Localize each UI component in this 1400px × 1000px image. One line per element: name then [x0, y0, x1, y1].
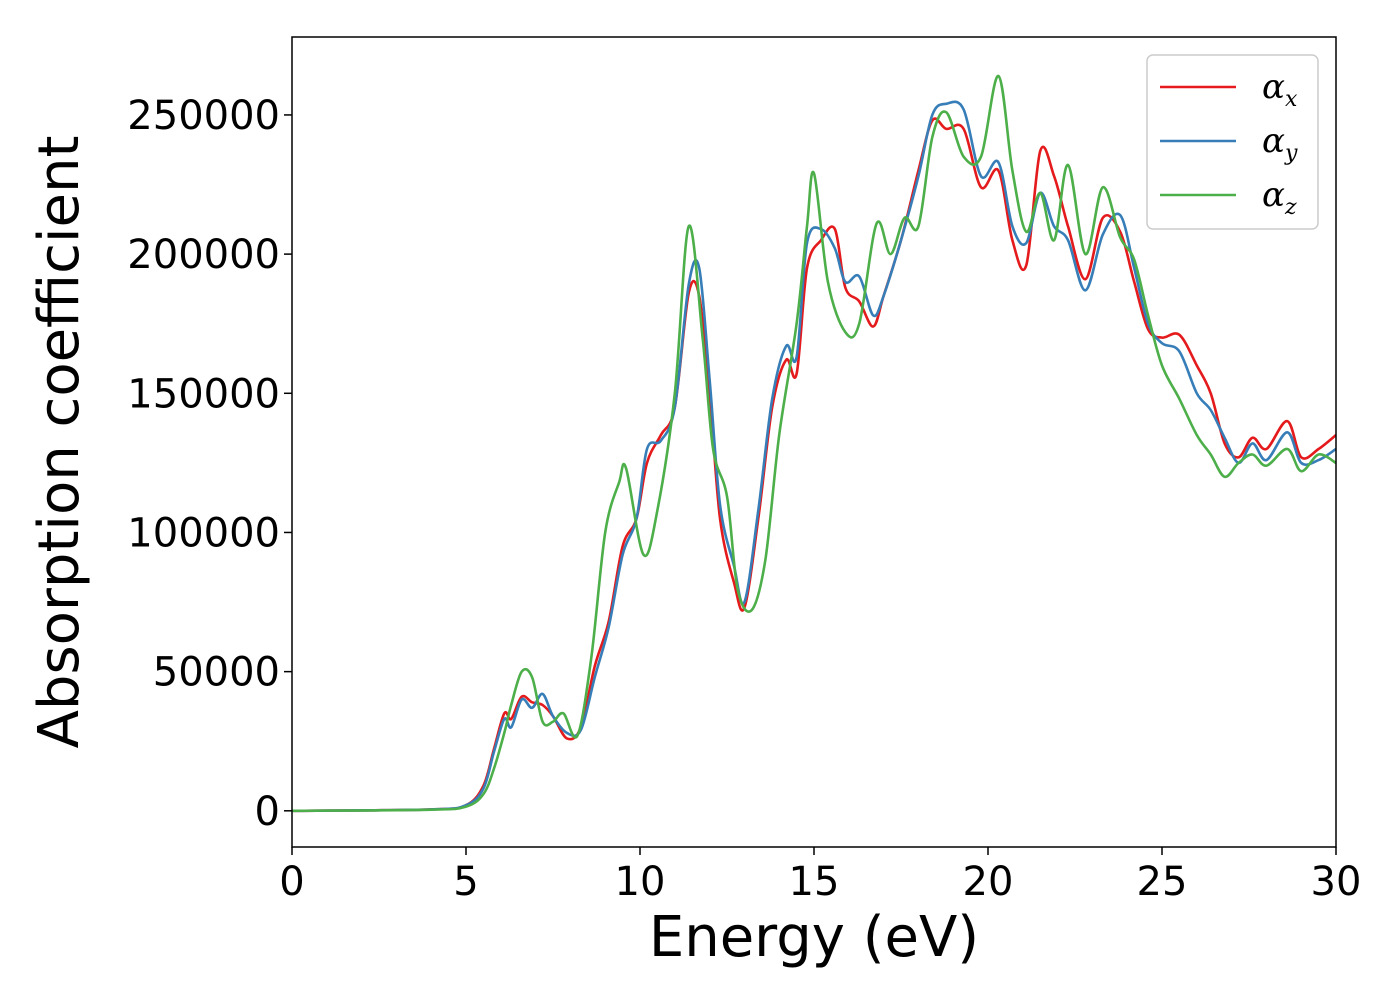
x-axis: 0 5 10 15 20 25 30: [279, 847, 1361, 905]
legend-label-symbol: α: [1262, 121, 1285, 161]
legend-label-alpha-x: αx: [1262, 67, 1298, 112]
y-tick-label: 250000: [127, 93, 280, 139]
legend-label-subscript: y: [1284, 141, 1298, 166]
series-line-alpha-y: [292, 100, 1336, 813]
legend-label-subscript: z: [1284, 195, 1297, 220]
legend-label-symbol: α: [1262, 67, 1285, 107]
x-axis-title: Energy (eV): [649, 905, 979, 970]
legend-label-alpha-z: αz: [1262, 175, 1297, 220]
x-tick-label: 15: [789, 859, 840, 905]
series-layer: [292, 74, 1336, 813]
series-line-alpha-x: [292, 117, 1336, 813]
x-tick-label: 25: [1137, 859, 1188, 905]
legend-label-symbol: α: [1262, 175, 1285, 215]
y-axis: 0 50000 100000 150000 200000 250000: [127, 93, 292, 835]
y-tick-label: 100000: [127, 510, 280, 556]
x-tick-label: 0: [279, 859, 304, 905]
x-tick-label: 20: [963, 859, 1014, 905]
x-tick-label: 5: [453, 859, 478, 905]
y-tick-label: 150000: [127, 371, 280, 417]
x-tick-label: 30: [1311, 859, 1362, 905]
y-tick-label: 0: [255, 789, 280, 835]
y-tick-label: 50000: [153, 650, 280, 696]
y-axis-title: Absorption coefficient: [27, 136, 92, 749]
x-tick-label: 10: [615, 859, 666, 905]
series-line-alpha-z: [292, 74, 1336, 813]
y-tick-label: 200000: [127, 232, 280, 278]
legend-label-alpha-y: αy: [1262, 121, 1298, 166]
legend-label-subscript: x: [1285, 87, 1298, 112]
